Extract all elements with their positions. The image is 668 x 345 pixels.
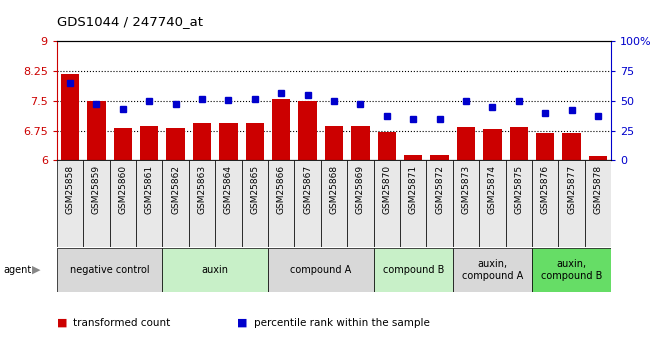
Bar bbox=[299, 101, 317, 160]
Bar bbox=[430, 155, 449, 160]
Text: ▶: ▶ bbox=[32, 265, 41, 275]
Text: GSM25866: GSM25866 bbox=[277, 165, 286, 214]
Bar bbox=[400, 160, 426, 247]
Text: ■: ■ bbox=[57, 318, 67, 328]
Bar bbox=[589, 156, 607, 160]
Text: GSM25874: GSM25874 bbox=[488, 165, 497, 214]
Text: GSM25868: GSM25868 bbox=[329, 165, 339, 214]
Text: GSM25877: GSM25877 bbox=[567, 165, 576, 214]
Bar bbox=[87, 101, 106, 160]
Bar bbox=[584, 160, 611, 247]
Text: auxin,
compound B: auxin, compound B bbox=[541, 259, 603, 281]
Bar bbox=[61, 74, 79, 160]
Bar bbox=[295, 160, 321, 247]
Text: GSM25872: GSM25872 bbox=[435, 165, 444, 214]
Text: GSM25873: GSM25873 bbox=[462, 165, 470, 214]
Bar bbox=[457, 127, 475, 160]
Bar bbox=[373, 248, 453, 292]
Text: GSM25871: GSM25871 bbox=[409, 165, 418, 214]
Text: compound A: compound A bbox=[290, 265, 351, 275]
Text: auxin,
compound A: auxin, compound A bbox=[462, 259, 523, 281]
Text: GSM25861: GSM25861 bbox=[145, 165, 154, 214]
Bar bbox=[351, 126, 369, 160]
Bar bbox=[114, 128, 132, 160]
Text: GSM25875: GSM25875 bbox=[514, 165, 523, 214]
Bar bbox=[189, 160, 215, 247]
Bar bbox=[453, 160, 479, 247]
Bar bbox=[532, 248, 611, 292]
Bar bbox=[242, 160, 268, 247]
Text: agent: agent bbox=[3, 265, 31, 275]
Bar bbox=[57, 160, 84, 247]
Bar bbox=[219, 123, 238, 160]
Text: ■: ■ bbox=[237, 318, 248, 328]
Bar bbox=[404, 155, 422, 160]
Text: GSM25876: GSM25876 bbox=[540, 165, 550, 214]
Bar bbox=[506, 160, 532, 247]
Bar bbox=[483, 129, 502, 160]
Bar bbox=[136, 160, 162, 247]
Bar bbox=[453, 248, 532, 292]
Text: GDS1044 / 247740_at: GDS1044 / 247740_at bbox=[57, 14, 203, 28]
Bar bbox=[479, 160, 506, 247]
Bar bbox=[325, 126, 343, 160]
Bar bbox=[347, 160, 373, 247]
Bar bbox=[246, 123, 264, 160]
Bar bbox=[510, 127, 528, 160]
Bar bbox=[110, 160, 136, 247]
Text: GSM25869: GSM25869 bbox=[356, 165, 365, 214]
Bar bbox=[166, 128, 185, 160]
Bar bbox=[84, 160, 110, 247]
Bar bbox=[272, 99, 291, 160]
Text: compound B: compound B bbox=[383, 265, 444, 275]
Bar bbox=[426, 160, 453, 247]
Bar bbox=[215, 160, 242, 247]
Bar bbox=[162, 160, 189, 247]
Bar bbox=[268, 248, 373, 292]
Text: GSM25865: GSM25865 bbox=[250, 165, 259, 214]
Bar bbox=[193, 123, 211, 160]
Text: GSM25860: GSM25860 bbox=[118, 165, 128, 214]
Bar bbox=[373, 160, 400, 247]
Text: negative control: negative control bbox=[69, 265, 150, 275]
Text: GSM25862: GSM25862 bbox=[171, 165, 180, 214]
Text: GSM25864: GSM25864 bbox=[224, 165, 233, 214]
Text: percentile rank within the sample: percentile rank within the sample bbox=[254, 318, 430, 328]
Bar bbox=[268, 160, 295, 247]
Bar bbox=[562, 134, 581, 160]
Bar bbox=[377, 132, 396, 160]
Bar bbox=[536, 134, 554, 160]
Text: GSM25867: GSM25867 bbox=[303, 165, 312, 214]
Bar bbox=[57, 248, 162, 292]
Bar bbox=[162, 248, 268, 292]
Bar bbox=[140, 126, 158, 160]
Bar bbox=[532, 160, 558, 247]
Text: transformed count: transformed count bbox=[73, 318, 171, 328]
Bar bbox=[558, 160, 584, 247]
Text: GSM25858: GSM25858 bbox=[65, 165, 74, 214]
Bar bbox=[321, 160, 347, 247]
Text: GSM25863: GSM25863 bbox=[198, 165, 206, 214]
Text: GSM25859: GSM25859 bbox=[92, 165, 101, 214]
Text: GSM25870: GSM25870 bbox=[382, 165, 391, 214]
Text: GSM25878: GSM25878 bbox=[594, 165, 603, 214]
Text: auxin: auxin bbox=[202, 265, 228, 275]
